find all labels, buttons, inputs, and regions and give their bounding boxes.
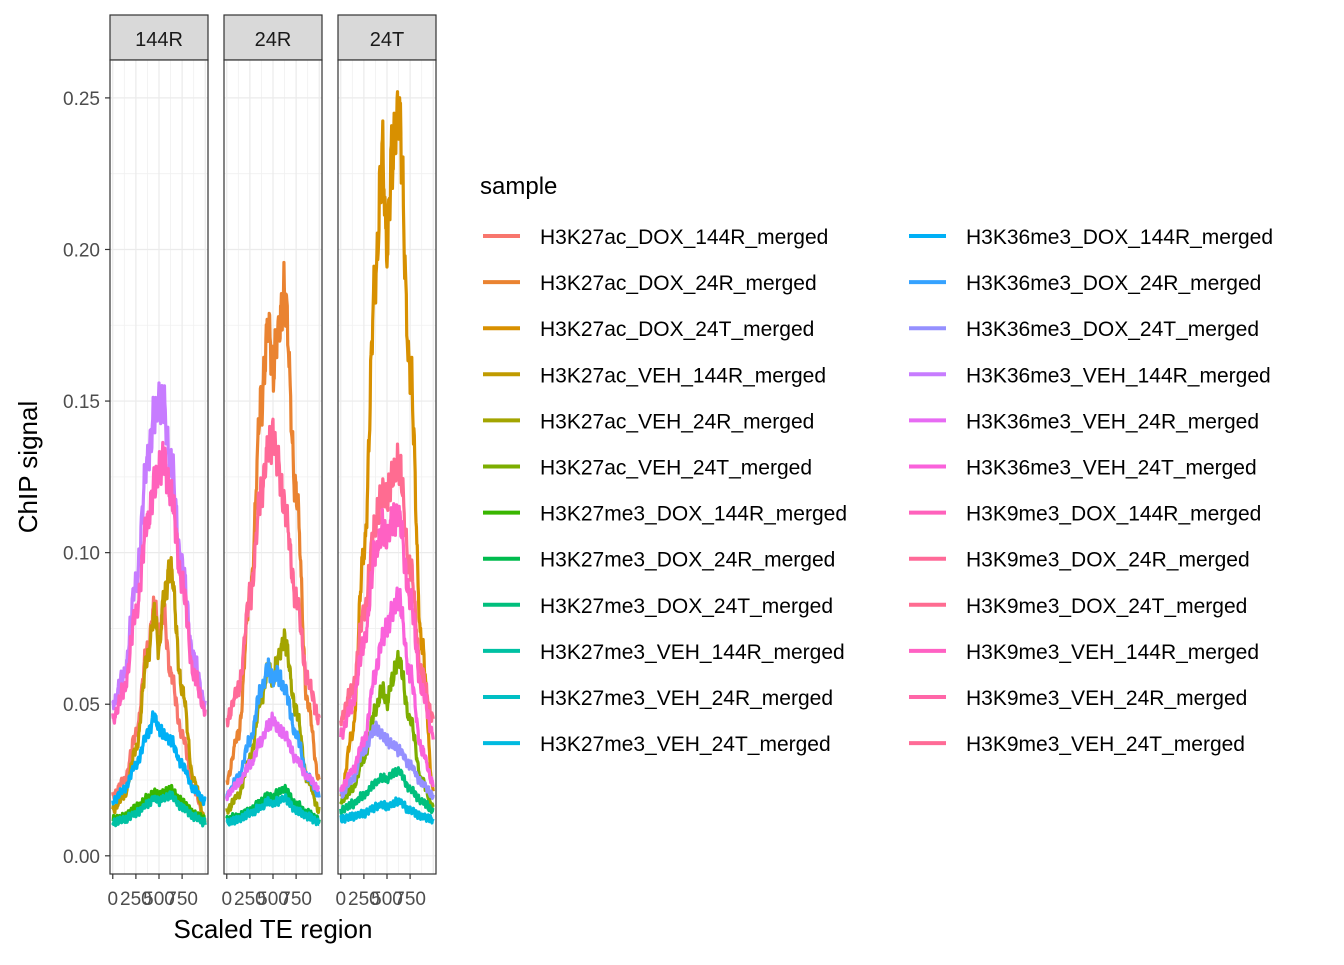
facet-strip (337, 14, 437, 61)
x-tick-label: 250 (120, 889, 152, 910)
series-line (225, 657, 321, 799)
legend-label: H3K27ac_VEH_144R_merged (540, 364, 826, 387)
legend-item: H3K9me3_VEH_144R_merged (909, 641, 1259, 664)
y-tick-label: 0.00 (63, 847, 100, 868)
x-tick-label: 250 (348, 889, 380, 910)
legend-label: H3K36me3_DOX_24T_merged (966, 318, 1259, 341)
legend-label: H3K27me3_DOX_24T_merged (540, 595, 833, 618)
facet-strip (223, 14, 323, 61)
x-tick-label: 500 (371, 889, 403, 910)
x-tick-label: 0 (335, 889, 346, 910)
y-tick-label: 0.15 (63, 392, 100, 413)
legend-item: H3K27ac_DOX_144R_merged (483, 226, 828, 249)
series-line (225, 711, 321, 802)
series-line (339, 649, 435, 810)
legend-item: H3K9me3_VEH_24R_merged (909, 687, 1247, 710)
legend-item: H3K36me3_VEH_144R_merged (909, 364, 1271, 387)
legend-label: H3K9me3_VEH_24R_merged (966, 687, 1247, 710)
legend-label: H3K27me3_VEH_24R_merged (540, 687, 833, 710)
legend-label: H3K9me3_DOX_24T_merged (966, 595, 1247, 618)
y-tick-label: 0.20 (63, 240, 100, 261)
legend-label: H3K9me3_DOX_144R_merged (966, 503, 1261, 526)
x-tick-label: 0 (107, 889, 118, 910)
x-tick-label: 500 (257, 889, 289, 910)
facet-strip-label: 144R (135, 29, 183, 51)
series-line (339, 586, 435, 793)
legend-item: H3K9me3_DOX_24R_merged (909, 549, 1250, 572)
legend: H3K27ac_DOX_144R_merged H3K27ac_DOX_24R_m… (483, 226, 1273, 756)
series-line (339, 766, 435, 815)
legend-item: H3K36me3_VEH_24T_merged (909, 457, 1257, 480)
x-tick-label: 750 (280, 889, 312, 910)
legend-item: H3K36me3_DOX_24R_merged (909, 272, 1261, 295)
y-tick-label: 0.10 (63, 544, 100, 565)
legend-label: H3K36me3_VEH_144R_merged (966, 364, 1271, 387)
legend-item: H3K27ac_DOX_24R_merged (483, 272, 817, 295)
legend-item: H3K27me3_VEH_144R_merged (483, 641, 845, 664)
legend-item: H3K27me3_DOX_24T_merged (483, 595, 833, 618)
legend-title: sample (480, 173, 557, 200)
x-tick-label: 0 (221, 889, 232, 910)
legend-item: H3K27me3_DOX_144R_merged (483, 503, 847, 526)
legend-label: H3K27me3_VEH_24T_merged (540, 733, 831, 756)
facet-strip (109, 14, 209, 61)
facet-strip-label: 24T (370, 29, 404, 51)
legend-label: H3K36me3_VEH_24T_merged (966, 457, 1257, 480)
y-axis-label: ChIP signal (13, 401, 43, 534)
legend-item: H3K9me3_DOX_144R_merged (909, 503, 1261, 526)
legend-label: H3K27me3_DOX_144R_merged (540, 503, 847, 526)
legend-item: H3K27ac_VEH_144R_merged (483, 364, 826, 387)
y-tick-label: 0.25 (63, 89, 100, 110)
x-tick-label: 750 (394, 889, 426, 910)
legend-item: H3K27me3_VEH_24T_merged (483, 733, 831, 756)
legend-label: H3K36me3_DOX_24R_merged (966, 272, 1261, 295)
legend-item: H3K27ac_DOX_24T_merged (483, 318, 814, 341)
legend-item: H3K36me3_DOX_24T_merged (909, 318, 1259, 341)
x-tick-label: 250 (234, 889, 266, 910)
series-line (339, 796, 435, 825)
series-line (225, 417, 321, 728)
legend-label: H3K27ac_DOX_24T_merged (540, 318, 814, 341)
y-axis: 0.00 0.05 0.10 0.15 0.20 0.25 (63, 89, 110, 868)
legend-label: H3K27ac_VEH_24T_merged (540, 457, 812, 480)
series-line (111, 790, 207, 828)
legend-label: H3K9me3_VEH_144R_merged (966, 641, 1259, 664)
series-line (111, 710, 207, 807)
legend-item: H3K9me3_VEH_24T_merged (909, 733, 1245, 756)
legend-label: H3K9me3_VEH_24T_merged (966, 733, 1245, 756)
series-line (111, 440, 207, 725)
facet-strip-label: 24R (255, 29, 292, 51)
series-line (339, 442, 435, 727)
legend-label: H3K27me3_DOX_24R_merged (540, 549, 835, 572)
legend-label: H3K36me3_VEH_24R_merged (966, 410, 1259, 433)
legend-item: H3K9me3_DOX_24T_merged (909, 595, 1247, 618)
legend-label: H3K27ac_VEH_24R_merged (540, 410, 814, 433)
legend-item: H3K36me3_VEH_24R_merged (909, 410, 1259, 433)
legend-item: H3K27me3_VEH_24R_merged (483, 687, 833, 710)
x-tick-label: 500 (143, 889, 175, 910)
x-axis-label: Scaled TE region (174, 914, 373, 944)
series-line (339, 502, 435, 740)
y-tick-label: 0.05 (63, 695, 100, 716)
x-tick-label: 750 (166, 889, 198, 910)
legend-label: H3K27ac_DOX_24R_merged (540, 272, 817, 295)
legend-label: H3K9me3_DOX_24R_merged (966, 549, 1250, 572)
legend-label: H3K36me3_DOX_144R_merged (966, 226, 1273, 249)
legend-item: H3K27me3_DOX_24R_merged (483, 549, 835, 572)
series-line (225, 793, 321, 827)
legend-label: H3K27me3_VEH_144R_merged (540, 641, 845, 664)
legend-item: H3K27ac_VEH_24R_merged (483, 410, 814, 433)
legend-item: H3K27ac_VEH_24T_merged (483, 457, 812, 480)
legend-item: H3K36me3_DOX_144R_merged (909, 226, 1273, 249)
legend-label: H3K27ac_DOX_144R_merged (540, 226, 828, 249)
